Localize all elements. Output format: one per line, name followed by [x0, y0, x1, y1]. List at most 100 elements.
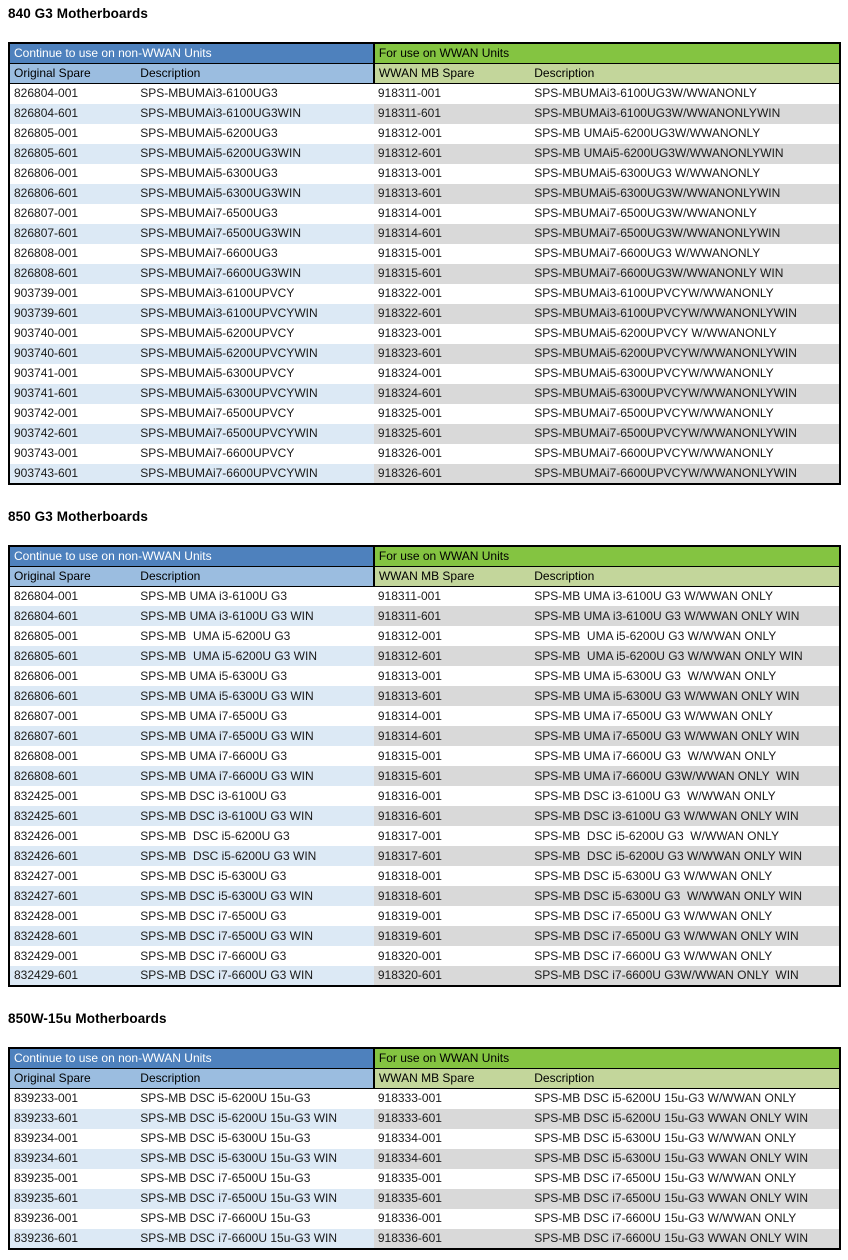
cell-description: SPS-MBUMAi5-6200UG3	[136, 123, 374, 144]
cell-wwan-description: SPS-MBUMAi3-6100UPVCYW/WWANONLYWIN	[530, 303, 840, 324]
cell-original-spare: 826804-601	[9, 103, 137, 124]
cell-original-spare: 826805-601	[9, 646, 137, 666]
cell-wwan-spare: 918336-601	[373, 1228, 531, 1249]
cell-original-spare: 826804-001	[9, 586, 137, 606]
table-row: 826808-001 SPS-MBUMAi7-6600UG3 918315-001 S…	[9, 243, 840, 264]
cell-wwan-description: SPS-MB DSC i7-6600U G3 W/WWAN ONLY	[530, 946, 840, 966]
cell-wwan-spare: 918311-001	[373, 586, 531, 606]
cell-wwan-description: SPS-MB DSC i7-6500U G3 W/WWAN ONLY WIN	[530, 926, 840, 946]
col-header-description: Description	[136, 63, 375, 84]
cell-wwan-description: SPS-MBUMAi5-6300UG3W/WWANONLYWIN	[530, 183, 840, 204]
cell-wwan-description: SPS-MBUMAi7-6600UG3 W/WWANONLY	[530, 243, 840, 264]
table-row: 903739-601 SPS-MBUMAi3-6100UPVCYWIN 918322…	[9, 303, 840, 324]
cell-description: SPS-MBUMAi7-6600UG3	[136, 243, 374, 264]
cell-wwan-spare: 918316-601	[373, 806, 531, 826]
table-row: 826805-601 SPS-MB UMA i5-6200U G3 WIN 9183…	[9, 646, 840, 666]
table-row: 832425-601 SPS-MB DSC i3-6100U G3 WIN 9183…	[9, 806, 840, 826]
cell-wwan-description: SPS-MB DSC i5-6300U 15u-G3 W/WWAN ONLY	[530, 1128, 840, 1149]
cell-original-spare: 832429-001	[9, 946, 137, 966]
cell-wwan-description: SPS-MBUMAi5-6300UPVCYW/WWANONLYWIN	[530, 383, 840, 404]
table-row: 826807-601 SPS-MBUMAi7-6500UG3WIN 918314-6…	[9, 223, 840, 244]
table-row: 826807-601 SPS-MB UMA i7-6500U G3 WIN 9183…	[9, 726, 840, 746]
table-row: 839233-001 SPS-MB DSC i5-6200U 15u-G3 9183…	[9, 1088, 840, 1109]
table-row: 903740-601 SPS-MBUMAi5-6200UPVCYWIN 918323…	[9, 343, 840, 364]
table-row: 826804-001 SPS-MBUMAi3-6100UG3 918311-001 S…	[9, 83, 840, 104]
table-row: 839234-601 SPS-MB DSC i5-6300U 15u-G3 WIN…	[9, 1148, 840, 1169]
cell-description: SPS-MB UMA i7-6500U G3	[136, 706, 374, 726]
cell-original-spare: 839235-601	[9, 1188, 137, 1209]
cell-original-spare: 839235-001	[9, 1168, 137, 1189]
cell-description: SPS-MBUMAi7-6500UG3	[136, 203, 374, 224]
cell-original-spare: 826804-001	[9, 83, 137, 104]
cell-description: SPS-MB UMA i3-6100U G3	[136, 586, 374, 606]
cell-original-spare: 826806-001	[9, 163, 137, 184]
table-row: 839236-001 SPS-MB DSC i7-6600U 15u-G3 9183…	[9, 1208, 840, 1229]
cell-wwan-description: SPS-MB DSC i5-6300U G3 W/WWAN ONLY	[530, 866, 840, 886]
wwan-group-header: For use on WWAN Units	[373, 43, 840, 64]
cell-wwan-description: SPS-MB DSC i5-6200U G3 W/WWAN ONLY WIN	[530, 846, 840, 866]
cell-wwan-description: SPS-MB UMA i7-6600U G3 W/WWAN ONLY	[530, 746, 840, 766]
cell-description: SPS-MBUMAi5-6300UG3	[136, 163, 374, 184]
table-row: 826806-601 SPS-MB UMA i5-6300U G3 WIN 9183…	[9, 686, 840, 706]
cell-description: SPS-MB DSC i5-6200U G3	[136, 826, 374, 846]
cell-wwan-spare: 918311-001	[373, 83, 531, 104]
cell-wwan-description: SPS-MBUMAi7-6500UPVCYW/WWANONLY	[530, 403, 840, 424]
cell-wwan-spare: 918311-601	[373, 103, 531, 124]
cell-wwan-description: SPS-MB DSC i5-6200U 15u-G3 W/WWAN ONLY	[530, 1088, 840, 1109]
cell-description: SPS-MB DSC i5-6300U 15u-G3 WIN	[136, 1148, 374, 1169]
cell-wwan-spare: 918316-001	[373, 786, 531, 806]
cell-original-spare: 839236-001	[9, 1208, 137, 1229]
cell-original-spare: 826805-601	[9, 143, 137, 164]
cell-wwan-description: SPS-MBUMAi5-6300UG3 W/WWANONLY	[530, 163, 840, 184]
table-row: 826804-001 SPS-MB UMA i3-6100U G3 918311-0…	[9, 586, 840, 606]
cell-original-spare: 826807-001	[9, 706, 137, 726]
table-row: 826808-601 SPS-MB UMA i7-6600U G3 WIN 9183…	[9, 766, 840, 786]
cell-wwan-spare: 918324-001	[373, 363, 531, 384]
table-row: 903742-601 SPS-MBUMAi7-6500UPVCYWIN 918325…	[9, 423, 840, 444]
cell-wwan-spare: 918312-001	[373, 123, 531, 144]
cell-wwan-spare: 918314-601	[373, 726, 531, 746]
cell-wwan-spare: 918313-001	[373, 666, 531, 686]
table-row: 826806-601 SPS-MBUMAi5-6300UG3WIN 918313-6…	[9, 183, 840, 204]
cell-description: SPS-MB UMA i3-6100U G3 WIN	[136, 606, 374, 626]
non-wwan-group-header: Continue to use on non-WWAN Units	[9, 1048, 375, 1069]
cell-wwan-description: SPS-MBUMAi7-6500UG3W/WWANONLY	[530, 203, 840, 224]
cell-description: SPS-MB UMA i5-6300U G3	[136, 666, 374, 686]
col-header-original-spare: Original Spare	[9, 566, 137, 587]
cell-original-spare: 832426-001	[9, 826, 137, 846]
section-850w-15u: 850W-15u Motherboards Continue to use on …	[8, 1011, 841, 1250]
non-wwan-group-header: Continue to use on non-WWAN Units	[9, 43, 375, 64]
section-title: 840 G3 Motherboards	[8, 6, 148, 21]
cell-description: SPS-MB UMA i5-6300U G3 WIN	[136, 686, 374, 706]
cell-description: SPS-MBUMAi5-6300UG3WIN	[136, 183, 374, 204]
col-header-wwan-mb-spare: WWAN MB Spare	[373, 1068, 531, 1089]
cell-wwan-spare: 918335-001	[373, 1168, 531, 1189]
cell-description: SPS-MB UMA i7-6600U G3 WIN	[136, 766, 374, 786]
cell-wwan-spare: 918314-001	[373, 203, 531, 224]
cell-description: SPS-MB DSC i7-6500U G3	[136, 906, 374, 926]
non-wwan-group-header: Continue to use on non-WWAN Units	[9, 545, 375, 567]
cell-wwan-description: SPS-MB DSC i5-6200U G3 W/WWAN ONLY	[530, 826, 840, 846]
cell-original-spare: 903741-001	[9, 363, 137, 384]
cell-wwan-description: SPS-MB UMA i5-6300U G3 W/WWAN ONLY WIN	[530, 686, 840, 706]
cell-original-spare: 903743-601	[9, 463, 137, 484]
cell-wwan-description: SPS-MBUMAi3-6100UG3W/WWANONLY	[530, 83, 840, 104]
cell-original-spare: 826807-601	[9, 726, 137, 746]
cell-wwan-spare: 918312-601	[373, 646, 531, 666]
section-840-g3: 840 G3 Motherboards Continue to use on no…	[8, 6, 841, 485]
cell-wwan-spare: 918326-001	[373, 443, 531, 464]
cell-description: SPS-MBUMAi3-6100UPVCY	[136, 283, 374, 304]
cell-wwan-spare: 918313-001	[373, 163, 531, 184]
cell-description: SPS-MB DSC i7-6500U G3 WIN	[136, 926, 374, 946]
cell-original-spare: 826808-601	[9, 766, 137, 786]
cell-wwan-description: SPS-MB UMA i5-6200U G3 W/WWAN ONLY WIN	[530, 646, 840, 666]
cell-wwan-description: SPS-MBUMAi7-6600UPVCYW/WWANONLY	[530, 443, 840, 464]
wwan-group-header: For use on WWAN Units	[373, 1048, 840, 1069]
cell-wwan-spare: 918323-601	[373, 343, 531, 364]
cell-description: SPS-MBUMAi7-6500UPVCY	[136, 403, 374, 424]
cell-wwan-description: SPS-MB UMA i7-6500U G3 W/WWAN ONLY WIN	[530, 726, 840, 746]
cell-wwan-description: SPS-MB UMA i5-6200U G3 W/WWAN ONLY	[530, 626, 840, 646]
table-row: 826807-001 SPS-MBUMAi7-6500UG3 918314-001 S…	[9, 203, 840, 224]
cell-wwan-spare: 918324-601	[373, 383, 531, 404]
cell-description: SPS-MBUMAi3-6100UG3	[136, 83, 374, 104]
